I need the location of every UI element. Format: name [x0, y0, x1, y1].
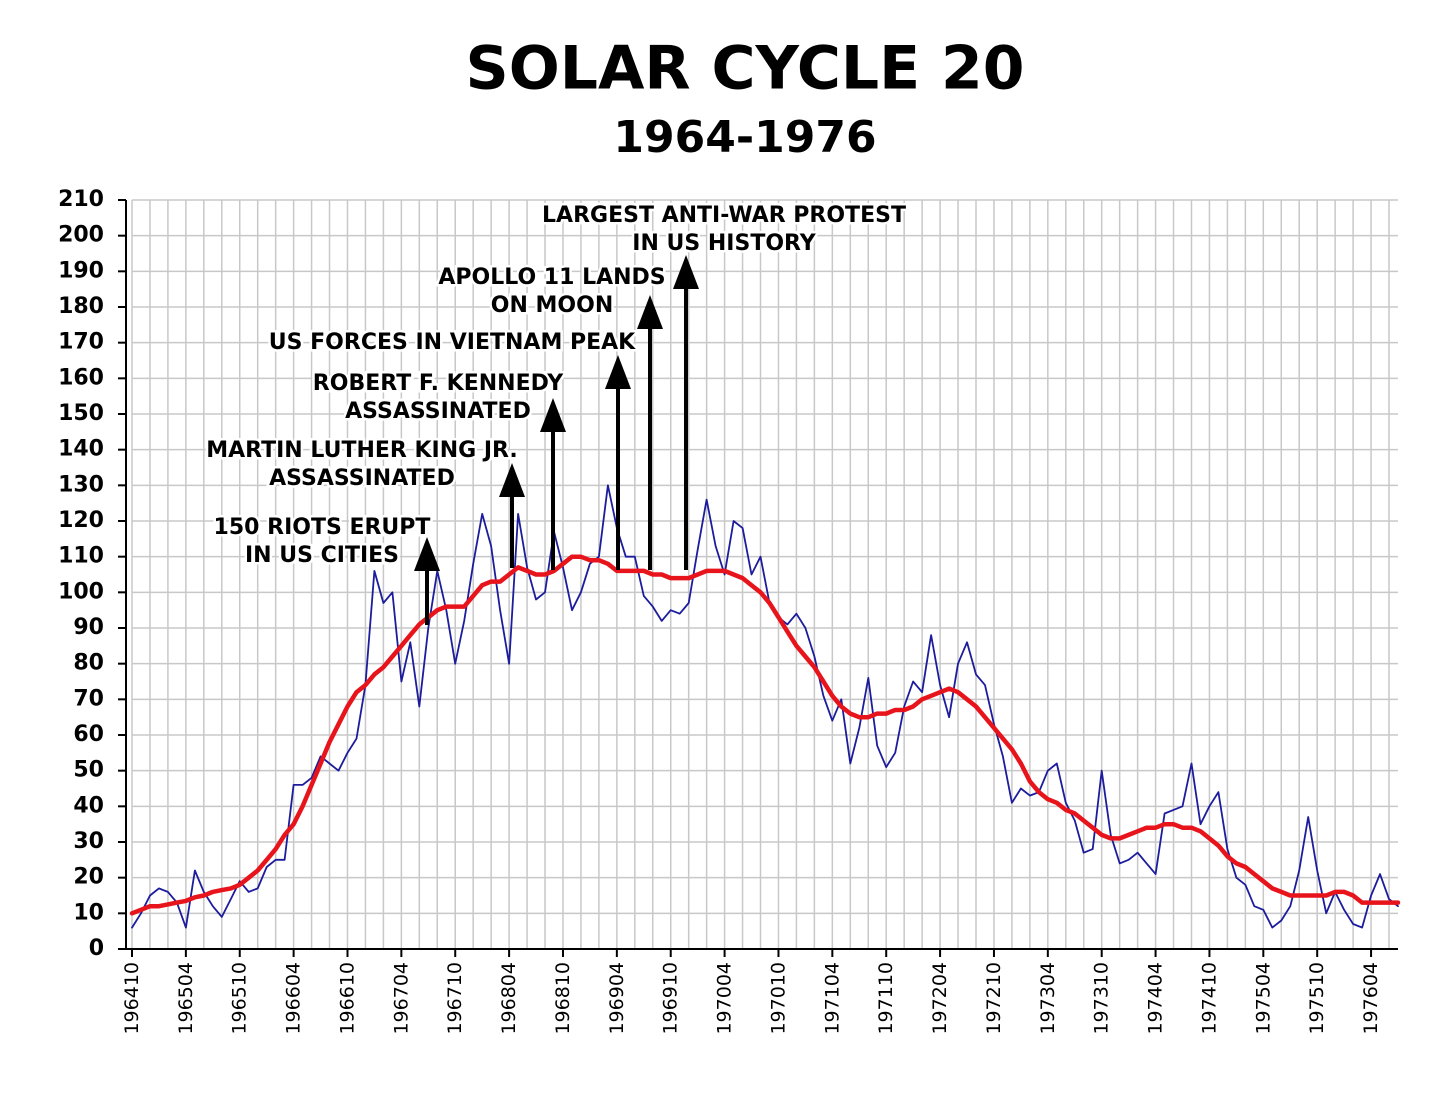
- y-tick-label: 110: [58, 544, 104, 569]
- annotation: LARGEST ANTI-WAR PROTEST: [542, 203, 906, 228]
- x-tick-label: 197210: [983, 962, 1005, 1035]
- x-tick-label: 196504: [175, 962, 197, 1035]
- x-tick-label: 197504: [1252, 962, 1274, 1035]
- x-tick-label: 196510: [229, 962, 251, 1035]
- x-tick-label: 197110: [875, 962, 897, 1035]
- x-tick-label: 197204: [929, 962, 951, 1035]
- y-tick-label: 170: [58, 330, 104, 355]
- data-line: [131, 484, 1399, 929]
- y-tick-label: 40: [73, 793, 104, 818]
- x-tick-label: 197604: [1360, 962, 1382, 1035]
- y-tick-label: 60: [73, 722, 104, 747]
- y-tick-label: 180: [58, 294, 104, 319]
- x-tick-label: 196610: [336, 962, 358, 1035]
- x-tick-label: 196710: [444, 962, 466, 1035]
- x-tick-label: 197404: [1145, 962, 1167, 1035]
- annotation: ON MOON: [491, 293, 613, 318]
- chart-title: SOLAR CYCLE 20: [466, 34, 1025, 104]
- arrow-head: [605, 355, 631, 389]
- y-tick-label: 100: [58, 579, 104, 604]
- x-tick-label: 196410: [121, 962, 143, 1035]
- x-tick-label: 196704: [390, 962, 412, 1035]
- arrow-head: [540, 398, 566, 432]
- y-tick-label: 200: [58, 223, 104, 248]
- x-tick-label: 197304: [1037, 962, 1059, 1035]
- x-tick-label: 197004: [714, 962, 736, 1035]
- arrow-head: [673, 255, 699, 289]
- x-tick-label: 196904: [606, 962, 628, 1035]
- chart-subtitle: 1964-1976: [613, 112, 876, 163]
- y-tick-label: 70: [73, 686, 104, 711]
- arrow-head: [414, 537, 440, 571]
- x-tick-label: 196804: [498, 962, 520, 1035]
- y-tick-label: 50: [73, 758, 104, 783]
- x-tick-label: 197010: [767, 962, 789, 1035]
- y-tick-label: 120: [58, 508, 104, 533]
- annotation: IN US CITIES: [245, 543, 399, 568]
- x-tick-label: 197410: [1198, 962, 1220, 1035]
- arrow-head: [499, 463, 525, 497]
- y-tick-label: 20: [73, 865, 104, 890]
- x-tick-label: 197510: [1306, 962, 1328, 1035]
- annotation: MARTIN LUTHER KING JR.: [206, 438, 518, 463]
- y-tick-label: 160: [58, 365, 104, 390]
- x-tick-label: 197104: [821, 962, 843, 1035]
- y-tick-label: 210: [58, 187, 104, 212]
- y-tick-label: 90: [73, 615, 104, 640]
- y-tick-label: 140: [58, 437, 104, 462]
- annotation: 150 RIOTS ERUPT: [214, 515, 431, 540]
- data-line: [129, 554, 1401, 916]
- arrow-head: [637, 295, 663, 329]
- x-tick-label: 197310: [1091, 962, 1113, 1035]
- x-tick-label: 196604: [283, 962, 305, 1035]
- y-tick-label: 10: [73, 900, 104, 925]
- annotation: IN US HISTORY: [632, 231, 817, 256]
- annotation: ASSASSINATED: [345, 399, 531, 424]
- y-tick-label: 190: [58, 258, 104, 283]
- y-tick-label: 80: [73, 651, 104, 676]
- annotation: US FORCES IN VIETNAM PEAK: [269, 330, 636, 355]
- y-tick-label: 130: [58, 472, 104, 497]
- x-tick-label: 196910: [660, 962, 682, 1035]
- y-tick-label: 0: [89, 936, 104, 961]
- annotation: ASSASSINATED: [269, 466, 455, 491]
- annotation: APOLLO 11 LANDS: [438, 265, 665, 290]
- annotation: ROBERT F. KENNEDY: [313, 371, 564, 396]
- y-tick-label: 150: [58, 401, 104, 426]
- y-tick-label: 30: [73, 829, 104, 854]
- x-tick-label: 196810: [552, 962, 574, 1035]
